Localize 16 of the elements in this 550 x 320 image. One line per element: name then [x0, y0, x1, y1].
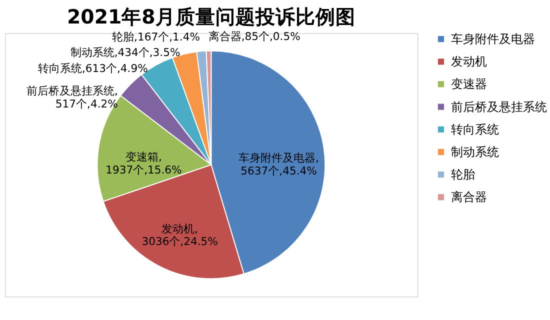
- chart-title: 2021年8月质量问题投诉比例图: [67, 5, 356, 28]
- data-label: 发动机,3036个,24.5%: [142, 222, 218, 248]
- data-label: 车身附件及电器,5637个,45.4%: [238, 152, 320, 178]
- legend-label: 制动系统: [450, 144, 499, 159]
- legend-label: 轮胎: [450, 168, 475, 182]
- data-label: 变速箱,1937个,15.6%: [106, 150, 182, 176]
- legend-label: 转向系统: [450, 122, 499, 136]
- legend-label: 变速器: [450, 77, 487, 92]
- legend-label: 前后桥及悬挂系统: [450, 100, 547, 114]
- legend-label: 发动机: [450, 54, 487, 69]
- data-label: 转向系统,613个,4.9%: [38, 62, 148, 75]
- data-label: 轮胎,167个,1.4%: [112, 30, 200, 44]
- legend-label: 离合器: [450, 190, 487, 204]
- data-label: 制动系统,434个,3.5%: [70, 46, 180, 60]
- data-label: 离合器,85个,0.5%: [208, 30, 300, 44]
- legend-label: 车身附件及电器: [450, 32, 535, 46]
